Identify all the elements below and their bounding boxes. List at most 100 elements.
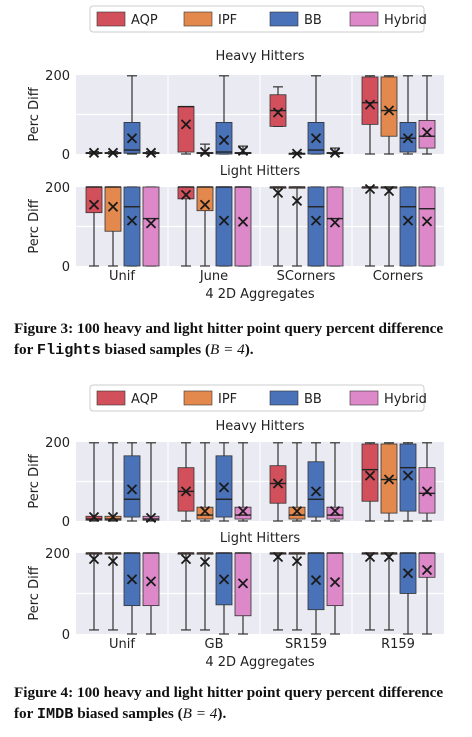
box-body: [326, 186, 344, 267]
x-tick-label: SR159: [285, 637, 327, 652]
mean-marker: [272, 187, 284, 199]
mean-marker: [329, 505, 341, 517]
mean-marker: [364, 99, 376, 110]
y-tick-label: 200: [45, 181, 70, 196]
box-aqp-sr159: [269, 551, 287, 631]
box-aqp-sr159: [269, 442, 287, 522]
mean-marker: [199, 199, 211, 210]
box-bb-corners: [399, 186, 417, 267]
box-body: [361, 443, 379, 502]
box-bb-r159: [399, 442, 417, 522]
box-aqp-r159: [361, 551, 379, 631]
x-axis-label: 4 2D Aggregates: [205, 287, 315, 302]
x-tick-label: Unif: [109, 269, 135, 284]
mean-marker: [237, 578, 249, 589]
mean-marker: [272, 107, 284, 118]
box-body: [418, 552, 436, 578]
caption-text: Figure 3: 100 heavy and light hitter poi…: [14, 320, 444, 358]
box-aqp-june: [177, 186, 195, 267]
box-bb-unif: [123, 442, 141, 522]
y-axis-label: Perc Diff: [27, 198, 42, 253]
box-hybrid-unif: [142, 147, 160, 158]
box-body: [326, 552, 344, 607]
box-hybrid-gb: [234, 552, 252, 635]
mean-marker: [421, 486, 433, 497]
mean-marker: [291, 555, 303, 567]
box-ipf-june: [196, 186, 214, 267]
mean-marker: [199, 146, 211, 158]
y-tick-label: 200: [45, 436, 70, 451]
box-hybrid-unif: [142, 442, 160, 523]
figure-3: AQP IPF BB Hybrid Heavy Hitters 0 200 Perc Diff…: [14, 5, 464, 361]
mean-marker: [88, 147, 100, 158]
mean-marker: [126, 574, 138, 585]
mean-marker: [145, 147, 157, 158]
box-bb-gb: [215, 442, 233, 522]
legend-label-ipf: IPF: [218, 392, 237, 407]
box-body: [177, 106, 195, 153]
box-bb-sr159: [307, 552, 325, 635]
box-aqp-unif: [85, 552, 103, 631]
box-ipf-gb: [196, 552, 214, 631]
mean-marker: [237, 505, 249, 517]
legend-label-hybrid: Hybrid: [384, 392, 427, 407]
box-body: [177, 467, 195, 512]
caption-param: B = 4: [210, 341, 245, 358]
mean-marker: [237, 216, 249, 227]
box-aqp-gb: [177, 552, 195, 631]
legend: AQP IPF BB Hybrid: [89, 5, 427, 33]
y-axis-label: Perc Diff: [27, 565, 42, 620]
box-body: [307, 461, 325, 518]
box-ipf-june: [196, 143, 214, 158]
box-hybrid-gb: [234, 442, 252, 522]
box-aqp-corners: [361, 183, 379, 267]
mean-marker: [383, 474, 395, 485]
mean-marker: [107, 511, 119, 523]
box-hybrid-unif: [142, 186, 160, 267]
y-tick-label: 0: [62, 515, 70, 530]
y-tick-label: 200: [45, 69, 70, 84]
box-body: [104, 186, 122, 232]
box-hybrid-r159: [418, 442, 436, 522]
mean-marker: [383, 551, 395, 563]
legend-label-aqp: AQP: [131, 13, 158, 28]
box-aqp-unif: [85, 442, 103, 523]
panel-title: Heavy Hitters: [216, 419, 305, 434]
mean-marker: [199, 556, 211, 568]
box-aqp-unif: [85, 147, 103, 158]
box-aqp-r159: [361, 442, 379, 522]
box-ipf-sr159: [288, 552, 306, 631]
box-hybrid-sr159: [326, 552, 344, 635]
box-bb-gb: [215, 552, 233, 635]
box-bb-unif: [123, 186, 141, 267]
box-aqp-scorners: [269, 186, 287, 267]
mean-marker: [126, 215, 138, 226]
box-body: [85, 186, 103, 214]
box-ipf-r159: [380, 442, 398, 522]
mean-marker: [180, 119, 192, 130]
y-tick-label: 0: [62, 628, 70, 643]
box-hybrid-corners: [418, 186, 436, 267]
mean-marker: [383, 185, 395, 197]
caption-text-2: biased samples (: [100, 341, 211, 358]
box-body: [288, 506, 306, 520]
box-ipf-r159: [380, 551, 398, 631]
mean-marker: [145, 218, 157, 229]
box-bb-scorners: [307, 186, 325, 267]
legend-swatch-ipf: [183, 11, 213, 27]
box-hybrid-corners: [418, 75, 436, 155]
figure-3-caption: Figure 3: 100 heavy and light hitter poi…: [14, 318, 464, 361]
mean-marker: [180, 189, 192, 201]
mean-marker: [383, 105, 395, 116]
box-hybrid-sr159: [326, 442, 344, 522]
box-aqp-gb: [177, 442, 195, 522]
box-body: [418, 120, 436, 149]
mean-marker: [364, 551, 376, 563]
legend-swatch-bb: [269, 390, 299, 406]
box-body: [234, 186, 252, 267]
box-body: [142, 186, 160, 267]
mean-marker: [402, 215, 414, 226]
x-tick-label: June: [199, 269, 228, 284]
legend-frame: [89, 384, 425, 412]
